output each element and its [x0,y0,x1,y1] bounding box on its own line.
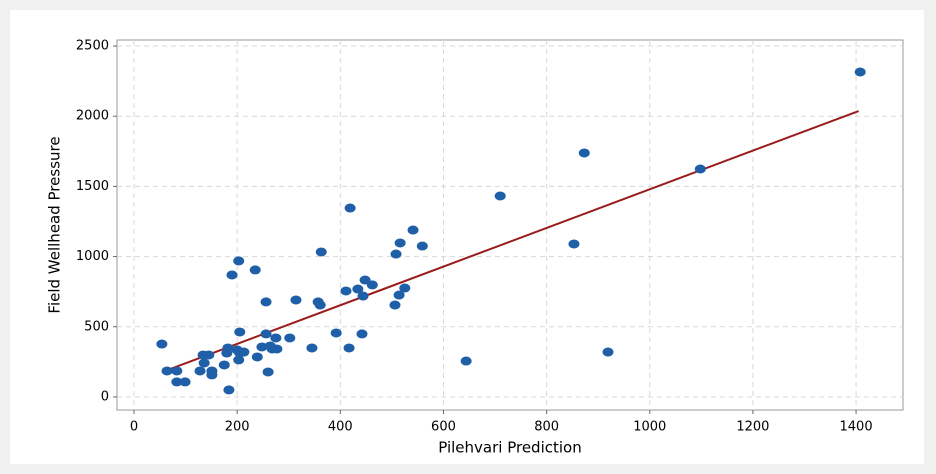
point [260,297,272,307]
point [315,247,327,257]
point [161,366,173,376]
point [179,377,191,387]
point [223,385,235,395]
point [352,284,364,294]
point [238,347,250,357]
point [416,241,428,251]
point [390,249,402,259]
point [344,203,356,213]
x-tick-label: 1200 [736,420,769,435]
point [314,300,326,310]
point [389,300,401,310]
point [233,256,245,266]
point [156,339,168,349]
y-tick-label: 0 [101,389,109,404]
point [171,366,183,376]
point [330,328,342,338]
x-tick-label: 400 [328,420,353,435]
x-tick-label: 0 [130,420,138,435]
point [203,350,215,360]
point [271,344,283,354]
point [306,343,318,353]
point [256,342,268,352]
point [494,191,506,201]
point [394,238,406,248]
point [366,280,378,290]
x-tick-label: 800 [534,420,559,435]
point [407,225,419,235]
y-tick-label: 1500 [76,179,109,194]
point [206,370,218,380]
y-tick-label: 2500 [76,39,109,54]
x-axis-title: Pilehvari Prediction [438,439,581,457]
point [234,327,246,337]
trend-line [169,110,859,370]
x-tick-label: 1000 [633,420,666,435]
point [270,333,282,343]
point [340,286,352,296]
point [343,343,355,353]
plot-area [116,39,904,411]
y-tick-label: 500 [84,319,109,334]
point [284,333,296,343]
point [262,367,274,377]
point [249,265,261,275]
x-tick-label: 200 [225,420,250,435]
y-tick-label: 2000 [76,109,109,124]
point [226,270,238,280]
point [602,347,614,357]
point [356,329,368,339]
point [222,343,234,353]
point [568,239,580,249]
point [578,148,590,158]
point [218,360,230,370]
point [359,275,371,285]
point [251,352,263,362]
point [171,377,183,387]
y-axis-title: Field Wellhead Pressure [46,136,64,313]
y-tick-label: 1000 [76,249,109,264]
point [854,67,866,77]
point [399,283,411,293]
point [694,164,706,174]
point [233,355,245,365]
point [290,295,302,305]
point [260,329,272,339]
point [357,291,369,301]
point [198,358,210,368]
point [393,290,405,300]
x-tick-label: 1400 [840,420,873,435]
x-tick-label: 600 [431,420,456,435]
point [194,366,206,376]
point [460,356,472,366]
